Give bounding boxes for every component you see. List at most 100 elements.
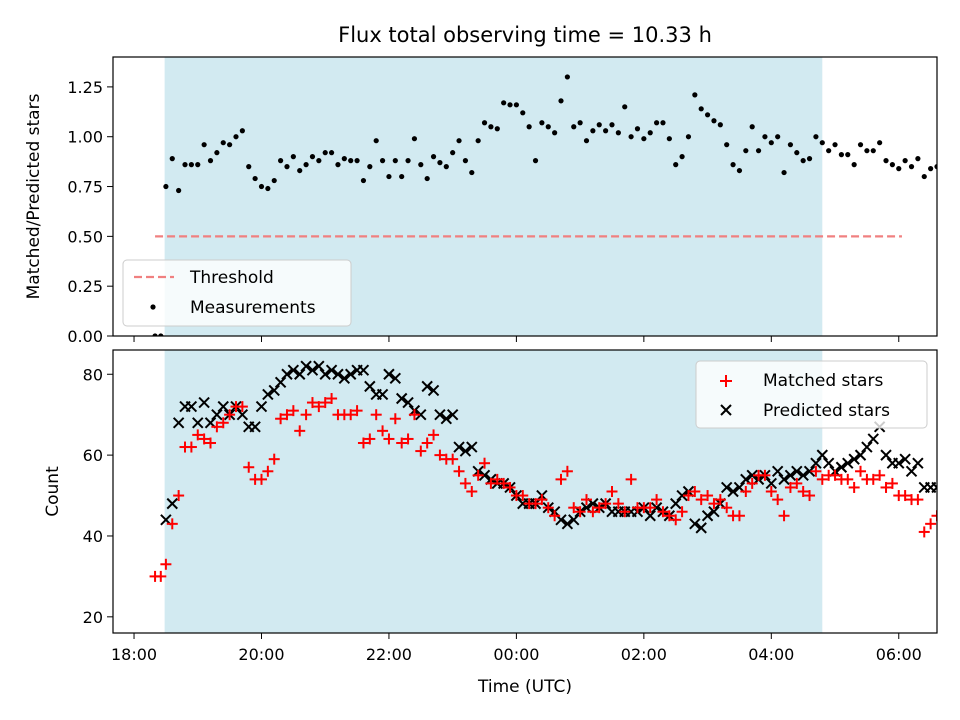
measurement-point xyxy=(303,162,309,168)
predicted-star-point xyxy=(689,518,701,530)
matched-star-point xyxy=(702,490,714,502)
matched-star-point xyxy=(211,421,223,433)
matched-star-point xyxy=(459,477,471,489)
predicted-star-point xyxy=(332,368,344,380)
measurement-point xyxy=(577,120,583,126)
measurement-point xyxy=(233,134,239,140)
measurement-point xyxy=(902,158,908,164)
matched-star-point xyxy=(784,481,796,493)
matched-star-point xyxy=(281,409,293,421)
measurement-point xyxy=(354,158,360,164)
measurement-point xyxy=(724,142,730,148)
matched-star-point xyxy=(600,498,612,510)
matched-star-point xyxy=(791,477,803,489)
matched-star-point xyxy=(479,457,491,469)
measurement-point xyxy=(297,167,303,174)
matched-star-point xyxy=(695,494,707,506)
matched-star-point xyxy=(408,409,420,421)
measurement-point xyxy=(182,162,188,168)
matched-star-point xyxy=(402,433,414,445)
predicted-star-point xyxy=(797,469,809,482)
matched-star-point xyxy=(880,481,892,493)
predicted-star-point xyxy=(727,485,739,498)
predicted-star-point xyxy=(281,368,293,380)
measurement-point xyxy=(883,158,889,164)
bottom-axes-frame xyxy=(112,349,938,634)
measurement-point xyxy=(928,166,934,172)
matched-star-point xyxy=(593,502,605,514)
matched-star-point xyxy=(580,494,592,506)
measurement-point xyxy=(558,98,564,104)
predicted-star-point xyxy=(421,380,433,393)
matched-star-point xyxy=(275,413,287,425)
predicted-star-point xyxy=(466,441,478,453)
matched-star-point xyxy=(415,445,427,457)
measurement-point xyxy=(443,164,449,170)
measurement-point xyxy=(660,120,666,126)
measurement-point xyxy=(469,169,475,176)
measurement-point xyxy=(322,150,328,156)
measurements-series xyxy=(152,74,937,336)
predicted-star-point xyxy=(338,372,351,385)
measurement-point xyxy=(787,142,794,148)
predicted-star-point xyxy=(166,497,178,510)
measurement-point xyxy=(392,158,398,164)
predicted-star-point xyxy=(364,380,376,393)
measurement-point xyxy=(214,150,220,156)
measurement-point xyxy=(539,120,545,126)
predicted-star-point xyxy=(899,453,911,465)
predicted-star-point xyxy=(701,510,714,522)
matched-star-point xyxy=(797,486,809,497)
matched-star-point xyxy=(587,506,599,518)
measurement-point xyxy=(418,162,424,168)
measurement-point xyxy=(794,150,800,156)
measurement-point xyxy=(857,142,864,148)
matched-star-point xyxy=(689,486,701,497)
matched-star-point xyxy=(874,469,886,481)
measurement-point xyxy=(552,130,558,136)
predicted-star-point xyxy=(835,461,848,473)
measurement-point xyxy=(819,140,825,146)
measurement-point xyxy=(813,134,819,140)
measurement-point xyxy=(348,158,354,164)
predicted-star-point xyxy=(854,449,867,461)
measurement-point xyxy=(698,106,704,112)
measurement-point xyxy=(220,140,226,146)
predicted-star-point xyxy=(670,497,682,510)
measurement-point xyxy=(437,160,443,166)
matched-star-point xyxy=(313,401,325,413)
measurement-point xyxy=(278,158,284,164)
measurement-point xyxy=(870,148,876,154)
predicted-star-point xyxy=(376,388,389,401)
bottom-xtick-label: 02:00 xyxy=(621,645,667,664)
predicted-star-point xyxy=(459,445,472,457)
measurement-point xyxy=(163,183,169,190)
predicted-star-point xyxy=(344,368,357,380)
matched-star-point xyxy=(198,433,210,445)
matched-star-point xyxy=(918,526,930,538)
matched-star-point xyxy=(498,477,510,489)
matched-star-point xyxy=(345,409,357,421)
predicted-star-point xyxy=(746,469,758,482)
measurement-point xyxy=(513,102,519,108)
predicted-star-point xyxy=(912,457,924,469)
matched-star-point xyxy=(670,514,682,526)
predicted-star-point xyxy=(765,477,778,490)
matched-star-point xyxy=(816,473,828,485)
matched-star-point xyxy=(867,473,879,485)
measurement-point xyxy=(934,164,937,170)
measurement-point xyxy=(507,102,513,108)
measurement-point xyxy=(851,162,857,168)
measurement-point xyxy=(743,148,749,154)
matched-star-point xyxy=(568,502,580,514)
matched-star-point xyxy=(682,490,694,502)
matched-star-point xyxy=(447,453,459,465)
predicted-star-point xyxy=(319,368,331,380)
matched-star-point xyxy=(453,465,465,477)
measurement-point xyxy=(335,162,341,168)
predicted-star-point xyxy=(478,469,491,482)
measurement-point xyxy=(921,173,927,180)
bottom-legend: Matched stars Predicted stars xyxy=(695,360,928,429)
measurement-point xyxy=(328,150,335,156)
measurement-point xyxy=(424,175,430,182)
